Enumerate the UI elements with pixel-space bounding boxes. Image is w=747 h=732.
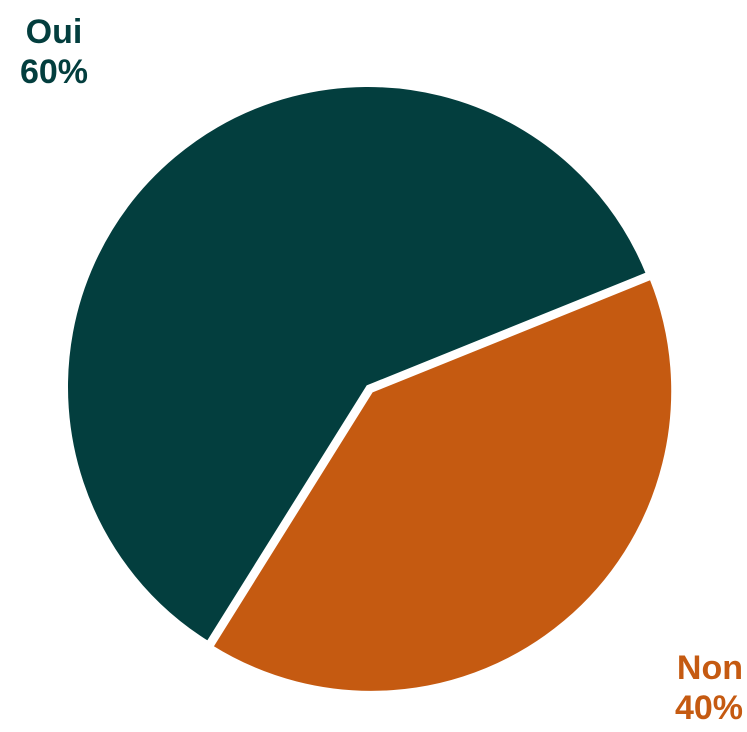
slice-name-non: Non bbox=[676, 649, 743, 687]
slice-percent-non: 40% bbox=[674, 689, 743, 727]
slice-label-non: Non 40% bbox=[653, 648, 743, 728]
pie-slice-non bbox=[208, 275, 676, 695]
slice-name-oui: Oui bbox=[25, 13, 83, 51]
pie-slice-oui bbox=[64, 83, 651, 646]
slice-percent-oui: 60% bbox=[19, 53, 89, 91]
slice-label-oui: Oui 60% bbox=[12, 12, 96, 92]
